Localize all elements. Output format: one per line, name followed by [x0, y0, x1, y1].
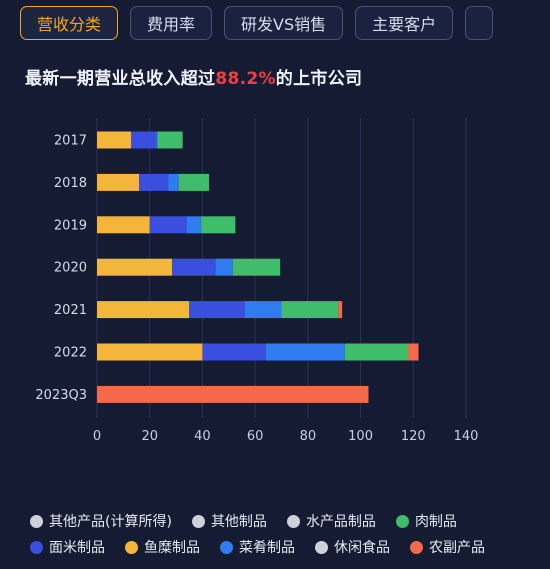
bar-segment — [156, 131, 158, 149]
legend-item[interactable]: 其他产品(计算所得) — [30, 511, 172, 531]
bar-segment — [97, 216, 150, 234]
legend-item[interactable]: 菜肴制品 — [220, 537, 295, 557]
legend-label: 面米制品 — [49, 540, 105, 556]
bar-segment — [97, 131, 132, 149]
y-category-label: 2018 — [54, 176, 87, 191]
tab-bar: 营收分类 费用率 研发VS销售 主要客户 — [20, 6, 494, 42]
bar-segment — [97, 343, 203, 361]
bar-segment — [189, 301, 245, 319]
legend-dot-icon — [220, 540, 233, 554]
bar-segment — [168, 173, 179, 191]
x-tick-label: 120 — [401, 429, 426, 444]
bar-segment — [281, 301, 339, 319]
legend-label: 水产品制品 — [305, 514, 376, 530]
bar-segment — [172, 258, 216, 276]
bar-segment — [131, 131, 157, 149]
tab-more[interactable] — [465, 6, 494, 40]
legend-dot-icon — [286, 514, 300, 528]
legend-label: 农副产品 — [429, 540, 485, 556]
legend-label: 其他制品 — [210, 514, 267, 530]
legend-label: 其他产品(计算所得) — [49, 514, 172, 530]
y-category-label: 2017 — [54, 134, 87, 149]
bar-segment — [157, 131, 183, 149]
bar-segment — [232, 258, 281, 276]
bar-segment — [149, 216, 187, 234]
legend-dot-icon — [395, 514, 409, 528]
bar-segment — [215, 258, 233, 276]
tab-revenue-category[interactable]: 营收分类 — [20, 6, 119, 40]
bar-segment — [265, 343, 345, 361]
stacked-bar-chart: 0 20 40 60 80 100 120 140 2017 2018 2019 2020 2021 20… — [35, 118, 479, 444]
y-category-label: 2022 — [54, 346, 87, 361]
legend-dot-icon — [315, 540, 328, 554]
legend-dot-icon — [30, 514, 43, 528]
legend-dot-icon — [410, 540, 423, 554]
y-category-label: 2020 — [54, 261, 87, 276]
x-tick-label: 80 — [300, 429, 317, 444]
heading-prefix: 最新一期营业总收入超过 — [25, 69, 216, 89]
legend-label: 鱼糜制品 — [144, 540, 200, 556]
chart-heading: 最新一期营业总收入超过88.2%的上市公司 — [25, 64, 362, 89]
y-category-label: 2023Q3 — [35, 388, 87, 403]
legend-item[interactable]: 面米制品 — [30, 537, 105, 557]
heading-highlight: 88.2% — [215, 69, 276, 89]
bar-segment — [338, 301, 343, 319]
x-tick-label: 40 — [194, 429, 211, 444]
legend-dot-icon — [125, 540, 138, 554]
bar-segment — [178, 173, 210, 191]
legend-row: 面米制品 鱼糜制品 菜肴制品 休闲食品 农副产品 — [30, 534, 530, 560]
legend-item[interactable]: 农副产品 — [410, 537, 485, 557]
x-tick-label: 60 — [247, 429, 264, 444]
legend-label: 菜肴制品 — [239, 540, 295, 556]
legend-item[interactable]: 肉制品 — [395, 511, 457, 531]
bar-segment — [97, 173, 140, 191]
legend-row: 其他产品(计算所得) 其他制品 水产品制品 肉制品 — [30, 508, 530, 534]
legend-item[interactable]: 水产品制品 — [286, 511, 376, 531]
y-category-label: 2019 — [54, 218, 87, 233]
bar-segment — [202, 343, 266, 361]
legend-item[interactable]: 其他制品 — [191, 511, 267, 531]
bar-segment — [186, 216, 202, 234]
bar-segment — [97, 385, 369, 403]
y-category-label: 2021 — [54, 303, 87, 318]
bar-segment — [139, 173, 169, 191]
legend-dot-icon — [30, 540, 43, 554]
legend-label: 肉制品 — [414, 514, 457, 530]
chart-legend: 其他产品(计算所得) 其他制品 水产品制品 肉制品 面米制品 鱼糜制品 菜肴制品 休闲食品 农… — [30, 508, 530, 560]
heading-suffix: 的上市公司 — [275, 69, 363, 89]
bar-segment — [97, 258, 173, 276]
bar-segment — [344, 343, 409, 361]
legend-dot-icon — [191, 514, 205, 528]
legend-label: 休闲食品 — [334, 540, 390, 556]
tab-rd-vs-sales[interactable]: 研发VS销售 — [224, 6, 344, 40]
legend-item[interactable]: 鱼糜制品 — [125, 537, 200, 557]
bar-segment — [97, 301, 190, 319]
bar-segment — [244, 301, 282, 319]
bar-segment — [408, 343, 419, 361]
x-tick-label: 20 — [141, 429, 158, 444]
x-tick-label: 140 — [454, 429, 479, 444]
x-tick-label: 100 — [348, 429, 373, 444]
legend-item[interactable]: 休闲食品 — [315, 537, 390, 557]
tab-expense-ratio[interactable]: 费用率 — [130, 6, 213, 40]
bar-segment — [201, 216, 236, 234]
tab-major-customers[interactable]: 主要客户 — [355, 6, 454, 40]
x-tick-label: 0 — [93, 429, 101, 444]
